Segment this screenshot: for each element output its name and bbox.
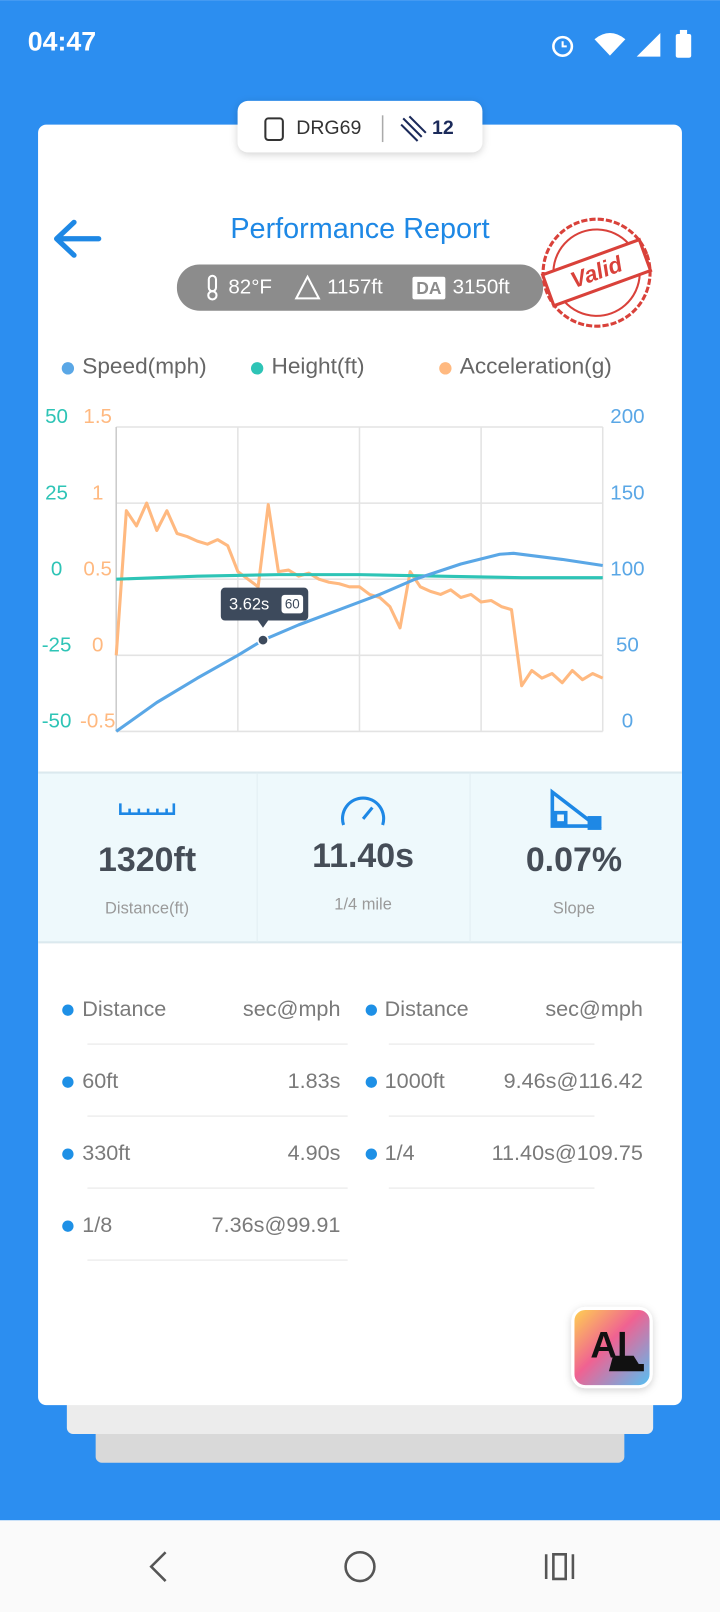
- row-bullet: [62, 1220, 74, 1232]
- row-bullet: [62, 1076, 74, 1088]
- nav-back[interactable]: [149, 1551, 167, 1582]
- summary-label: Slope: [553, 900, 595, 918]
- conditions-pill: [176, 264, 544, 311]
- y-tick-label: 50: [45, 405, 68, 428]
- clock: 04:47: [28, 26, 96, 56]
- split-distance: 1000ft: [385, 1068, 445, 1093]
- y3-tick-label: 1.5: [83, 405, 112, 428]
- y2-tick-label: 100: [610, 557, 644, 580]
- badge-box: [237, 100, 483, 153]
- summary-panel: [38, 772, 682, 943]
- legend-swatch: [439, 362, 452, 375]
- summary-label: Distance(ft): [105, 900, 189, 918]
- split-distance: Distance: [82, 996, 166, 1021]
- y3-tick-label: -0.5: [80, 710, 115, 733]
- series-line: [115, 551, 603, 733]
- series-line: [114, 501, 604, 688]
- y3-tick-label: 0.5: [83, 557, 112, 580]
- page-title: Performance Report: [230, 213, 489, 245]
- split-distance: 60ft: [82, 1068, 118, 1093]
- split-time: 11.40s@109.75: [492, 1140, 643, 1165]
- status-icons: [552, 29, 692, 58]
- tooltip-value: 60: [285, 597, 300, 612]
- legend-swatch: [250, 362, 264, 375]
- y-tick-label: 0: [51, 557, 62, 580]
- tooltip-label: 3.62s: [229, 595, 269, 613]
- summary-value: 11.40s: [312, 837, 414, 875]
- temperature: 82°F: [228, 276, 272, 299]
- split-distance: 1/8: [82, 1212, 112, 1237]
- device-icon: [264, 117, 284, 142]
- split-time: sec@mph: [545, 996, 643, 1021]
- density-altitude: 3150ft: [453, 276, 510, 299]
- row-bullet: [365, 1076, 377, 1088]
- split-distance: 330ft: [82, 1140, 130, 1165]
- y-tick-label: -25: [42, 633, 72, 656]
- device-name: DRG69: [296, 117, 361, 139]
- summary-label: 1/4 mile: [334, 896, 392, 914]
- nav-recents[interactable]: [544, 1552, 575, 1581]
- y2-tick-label: 0: [622, 710, 633, 733]
- split-distance: 1/4: [385, 1140, 415, 1165]
- y-tick-label: -50: [42, 710, 72, 733]
- legend-label: Height(ft): [272, 353, 365, 378]
- nav-bar: [0, 1520, 720, 1612]
- row-bullet: [365, 1148, 377, 1160]
- tooltip-value-box: [281, 594, 304, 614]
- summary-value: 1320ft: [98, 841, 196, 879]
- gauge-icon: [340, 796, 386, 826]
- y2-tick-label: 200: [610, 405, 644, 428]
- y3-tick-label: 0: [92, 633, 103, 656]
- back-button[interactable]: [54, 219, 102, 258]
- da-box: [412, 276, 446, 300]
- altitude: 1157ft: [327, 276, 383, 299]
- nav-home[interactable]: [344, 1550, 376, 1583]
- y2-tick-label: 150: [610, 481, 644, 504]
- split-time: sec@mph: [243, 996, 341, 1021]
- altitude-icon: [294, 274, 321, 300]
- car-icon: [608, 1355, 644, 1372]
- y-tick-label: 25: [45, 481, 68, 504]
- satellite-icon: [400, 115, 427, 142]
- row-bullet: [62, 1004, 74, 1016]
- report-card: [38, 124, 682, 1406]
- tooltip-pointer: [257, 620, 269, 628]
- legend-swatch: [61, 362, 75, 375]
- da-label: DA: [416, 278, 442, 298]
- split-time: 4.90s: [288, 1140, 341, 1165]
- nav-buttons: [149, 1550, 575, 1583]
- split-distance: Distance: [385, 996, 469, 1021]
- satellite-count: 12: [432, 117, 454, 139]
- legend-label: Speed(mph): [82, 353, 206, 378]
- legend-label: Acceleration(g): [460, 353, 612, 378]
- split-time: 1.83s: [288, 1068, 341, 1093]
- y2-tick-label: 50: [616, 633, 639, 656]
- row-bullet: [62, 1148, 74, 1160]
- y3-tick-label: 1: [92, 481, 103, 504]
- tooltip-point: [257, 634, 269, 647]
- summary-value: 0.07%: [526, 841, 622, 879]
- ruler-icon: [119, 803, 176, 815]
- thermometer-icon: [207, 274, 218, 301]
- split-time: 7.36s@99.91: [212, 1212, 341, 1237]
- split-time: 9.46s@116.42: [504, 1068, 643, 1093]
- device-badge[interactable]: [237, 100, 483, 153]
- series-line: [116, 573, 603, 581]
- splits-table: Distance sec@mph 60ft 1.83s 330ft 4.90s 1/8 7.3…: [62, 996, 643, 1261]
- row-bullet: [365, 1004, 377, 1016]
- slope-icon: [550, 788, 602, 830]
